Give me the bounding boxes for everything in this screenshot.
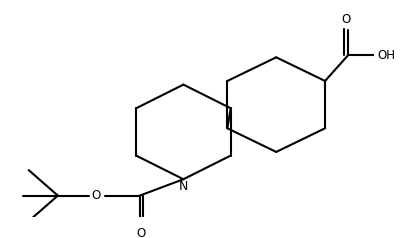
Text: O: O: [136, 227, 145, 238]
Text: O: O: [340, 13, 350, 26]
Text: N: N: [178, 180, 188, 193]
Text: O: O: [91, 189, 101, 202]
Text: OH: OH: [377, 49, 395, 62]
